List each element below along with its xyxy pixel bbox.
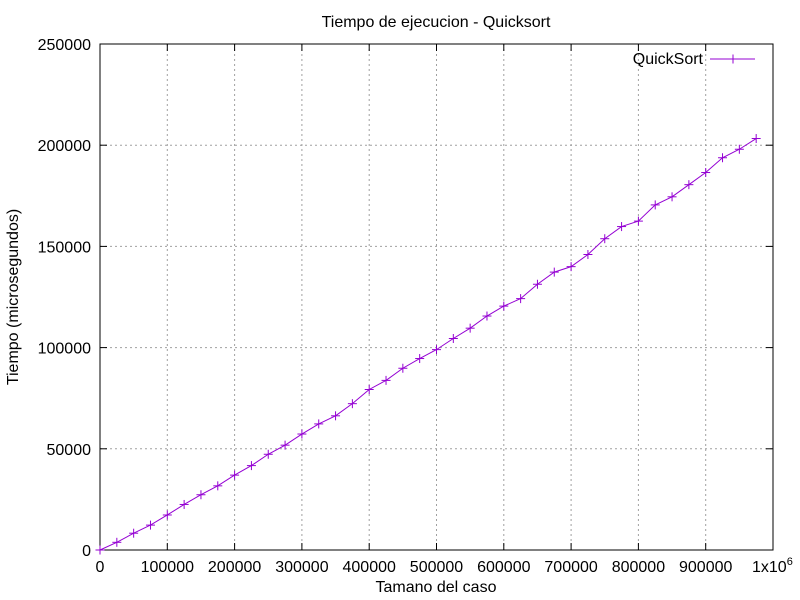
data-point — [280, 440, 290, 450]
x-tick-label: 900000 — [679, 559, 732, 576]
y-tick-labels: 0 50000 100000 150000 200000 250000 — [38, 37, 91, 560]
series-line-quicksort — [99, 138, 757, 551]
data-point — [751, 134, 761, 144]
y-tick-label: 0 — [82, 543, 91, 560]
data-point — [162, 510, 172, 520]
y-axis-label: Tiempo (microsegundos) — [5, 209, 22, 385]
data-point — [297, 429, 307, 439]
x-multiplier-label: 1x106 — [752, 556, 793, 576]
x-tick-label: 0 — [96, 559, 105, 576]
data-point — [95, 545, 105, 555]
data-point — [230, 470, 240, 480]
data-point — [465, 323, 475, 333]
x-tick-labels: 0 100000 200000 300000 400000 500000 600000 700… — [96, 559, 733, 576]
y-tick-label: 200000 — [38, 138, 91, 155]
data-point — [482, 311, 492, 321]
x-tick-label: 300000 — [275, 559, 328, 576]
x-multiplier-exponent: 6 — [787, 556, 793, 568]
axis-ticks — [99, 43, 773, 551]
chart-title: Tiempo de ejecucion - Quicksort — [322, 14, 551, 31]
x-tick-label: 700000 — [544, 559, 597, 576]
data-point — [532, 279, 542, 289]
data-point — [734, 144, 744, 154]
legend-label-quicksort: QuickSort — [633, 51, 704, 68]
data-point — [718, 153, 728, 163]
legend-marker-quicksort — [728, 54, 738, 64]
data-point — [196, 490, 206, 500]
data-point — [347, 399, 357, 409]
data-point — [633, 216, 643, 226]
data-point — [617, 222, 627, 232]
y-tick-label: 250000 — [38, 37, 91, 54]
x-tick-label: 200000 — [208, 559, 261, 576]
data-point — [129, 528, 139, 538]
x-tick-label: 800000 — [612, 559, 665, 576]
data-point — [650, 200, 660, 210]
x-tick-label: 100000 — [141, 559, 194, 576]
data-point — [667, 192, 677, 202]
x-tick-label: 400000 — [343, 559, 396, 576]
data-point — [112, 537, 122, 547]
data-point — [549, 267, 559, 277]
data-point — [600, 234, 610, 244]
data-point — [398, 363, 408, 373]
series-layer — [95, 134, 761, 555]
data-point — [516, 294, 526, 304]
data-point — [246, 461, 256, 471]
data-point — [583, 249, 593, 259]
grid-lines — [100, 44, 773, 550]
data-point — [566, 262, 576, 272]
data-point — [263, 449, 273, 459]
data-point — [415, 354, 425, 364]
data-point — [331, 411, 341, 421]
y-tick-label: 50000 — [47, 442, 92, 459]
data-point — [701, 168, 711, 178]
x-tick-label: 500000 — [410, 559, 463, 576]
data-point — [314, 419, 324, 429]
data-point — [448, 333, 458, 343]
data-point — [684, 180, 694, 190]
data-point — [381, 375, 391, 385]
x-axis-label: Tamano del caso — [376, 579, 497, 596]
y-tick-label: 100000 — [38, 341, 91, 358]
legend: QuickSort — [633, 51, 755, 68]
data-point — [499, 301, 509, 311]
data-point — [145, 520, 155, 530]
data-point — [364, 384, 374, 394]
data-point — [213, 481, 223, 491]
y-tick-label: 150000 — [38, 239, 91, 256]
data-point — [432, 345, 441, 355]
x-tick-label: 600000 — [477, 559, 530, 576]
data-point — [179, 499, 189, 509]
